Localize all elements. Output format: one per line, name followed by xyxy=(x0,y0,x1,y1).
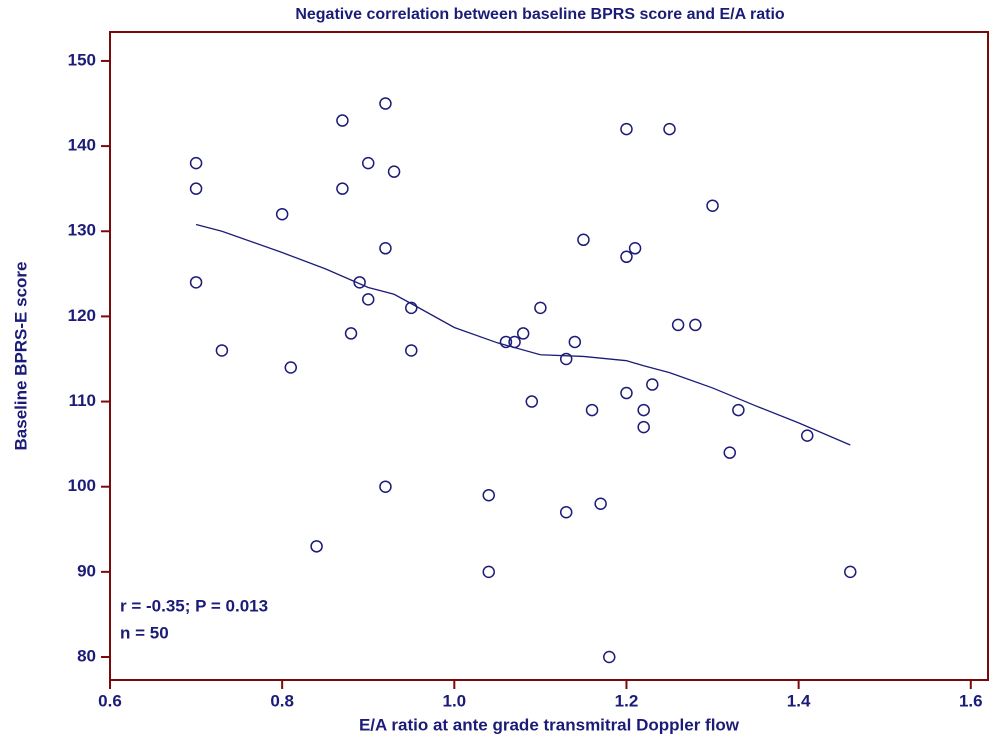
point xyxy=(336,182,349,195)
point xyxy=(671,318,685,332)
x-tick-label: 1.6 xyxy=(959,691,983,710)
point xyxy=(499,335,513,349)
point xyxy=(379,480,392,493)
point xyxy=(577,233,590,247)
y-tick-label: 120 xyxy=(68,306,96,325)
point xyxy=(516,327,530,340)
point xyxy=(585,403,599,417)
point xyxy=(637,403,650,417)
point xyxy=(508,335,521,349)
point xyxy=(189,182,203,195)
point xyxy=(387,165,401,178)
point xyxy=(534,301,547,315)
point xyxy=(620,122,633,136)
point xyxy=(275,207,289,221)
point xyxy=(344,327,358,340)
point xyxy=(559,506,573,519)
chart-title: Negative correlation between baseline BP… xyxy=(295,6,785,23)
point xyxy=(620,250,633,264)
point xyxy=(361,156,375,170)
point xyxy=(706,199,719,212)
y-tick-label: 130 xyxy=(68,221,96,240)
point xyxy=(689,318,702,332)
x-tick-label: 1.2 xyxy=(615,691,639,710)
point xyxy=(594,497,607,510)
point xyxy=(628,242,642,255)
point xyxy=(405,301,418,315)
point xyxy=(405,344,418,357)
annotation: n = 50 xyxy=(120,623,169,642)
y-tick-label: 150 xyxy=(68,50,96,69)
point xyxy=(637,420,650,434)
trend-line xyxy=(195,223,851,446)
point xyxy=(336,114,349,127)
point xyxy=(361,293,375,306)
y-tick-label: 90 xyxy=(77,561,96,580)
point xyxy=(559,352,573,366)
x-tick-label: 1.0 xyxy=(442,691,466,710)
x-tick-label: 1.4 xyxy=(787,691,811,710)
point xyxy=(603,650,616,664)
x-tick-label: 0.8 xyxy=(270,691,294,710)
point xyxy=(284,361,298,374)
point xyxy=(568,335,582,349)
point xyxy=(189,276,203,289)
plot-frame xyxy=(109,31,989,681)
point xyxy=(525,395,539,408)
x-tick-label: 0.6 xyxy=(98,691,122,710)
point xyxy=(353,276,366,289)
y-tick-label: 140 xyxy=(68,136,96,155)
point xyxy=(482,565,495,579)
point xyxy=(844,565,857,579)
point xyxy=(482,488,495,502)
annotation: r = -0.35; P = 0.013 xyxy=(120,596,268,615)
point xyxy=(379,242,392,255)
point xyxy=(310,540,323,553)
point xyxy=(663,122,676,136)
point xyxy=(620,386,633,400)
point xyxy=(732,403,745,417)
point xyxy=(646,378,659,391)
point xyxy=(723,446,737,459)
point xyxy=(800,429,814,442)
y-axis-label: Baseline BPRS-E score xyxy=(11,262,30,451)
y-tick-label: 80 xyxy=(77,646,96,665)
point xyxy=(379,97,392,110)
point xyxy=(189,156,203,170)
y-tick-label: 110 xyxy=(69,391,96,410)
x-axis-label: E/A ratio at ante grade transmitral Dopp… xyxy=(359,715,740,734)
point xyxy=(215,344,229,357)
y-tick-label: 100 xyxy=(68,476,96,495)
